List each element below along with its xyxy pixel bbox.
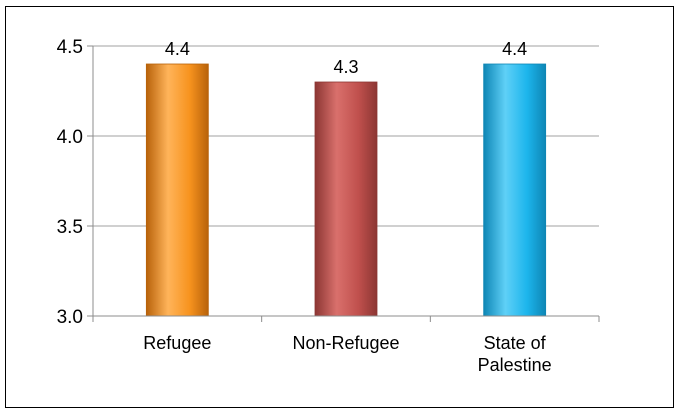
y-tick-label: 4.0 xyxy=(57,127,83,148)
y-tick-label: 3.5 xyxy=(57,217,83,238)
axes xyxy=(87,45,600,322)
bar-2 xyxy=(314,81,378,317)
x-category-labels: Refugee Non-Refugee State of Palestine xyxy=(143,333,551,375)
bar-1 xyxy=(145,63,209,317)
x-category-label: Non-Refugee xyxy=(292,333,399,353)
bar-chart: 3.0 3.5 4.0 4.5 Refugee Non-Refugee State of P… xyxy=(57,37,600,375)
y-tick-labels: 3.0 3.5 4.0 4.5 xyxy=(57,37,83,328)
y-tick-label: 4.5 xyxy=(57,37,83,58)
x-category-label-line: Refugee xyxy=(143,333,211,353)
x-category-label-line: State of xyxy=(484,333,547,353)
x-category-label: Refugee xyxy=(143,333,211,353)
bar-3 xyxy=(483,63,547,317)
data-label: 4.3 xyxy=(333,57,358,77)
x-category-label-line: Palestine xyxy=(478,355,552,375)
bars xyxy=(145,63,547,317)
data-label: 4.4 xyxy=(165,39,190,59)
chart-frame: 3.0 3.5 4.0 4.5 Refugee Non-Refugee State of P… xyxy=(5,6,674,408)
x-category-label-line: Non-Refugee xyxy=(292,333,399,353)
y-tick-label: 3.0 xyxy=(57,307,83,328)
x-category-label: State of Palestine xyxy=(478,333,552,375)
data-labels: 4.4 4.3 4.4 xyxy=(165,39,527,77)
data-label: 4.4 xyxy=(502,39,527,59)
